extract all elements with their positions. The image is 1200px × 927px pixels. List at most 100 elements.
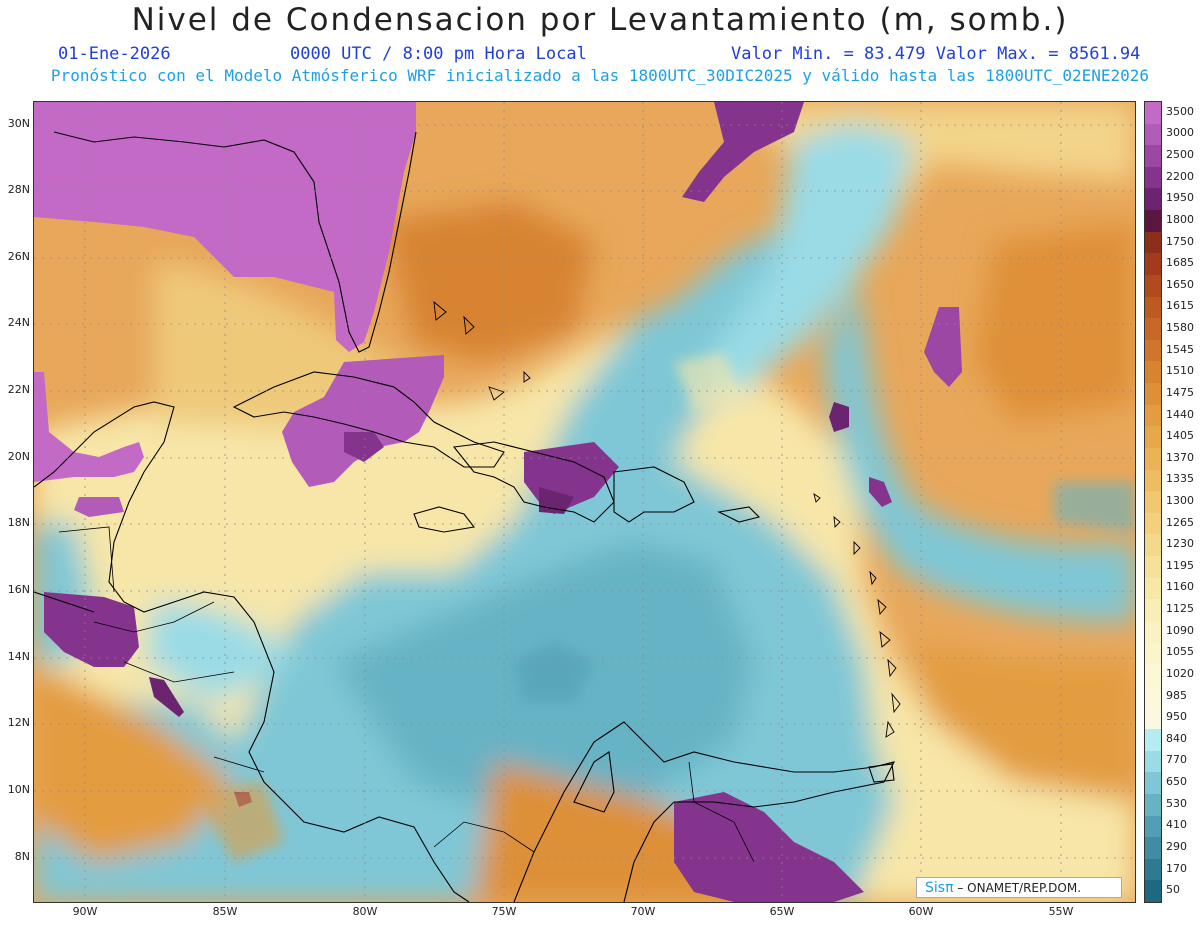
- credit-box: Sisπ – ONAMET/REP.DOM.: [916, 877, 1122, 898]
- colorbar-segment: [1145, 426, 1161, 449]
- colorbar-segment: [1145, 102, 1161, 125]
- colorbar-segment: [1145, 620, 1161, 644]
- colorbar-label: 1020: [1166, 666, 1194, 680]
- colorbar-label: 1265: [1166, 515, 1194, 529]
- colorbar-label: 1405: [1166, 429, 1194, 443]
- lon-label-90w: 90W: [72, 905, 98, 918]
- colorbar-label: 1685: [1166, 256, 1194, 270]
- island-arc: [433, 300, 901, 738]
- colorbar-label: 650: [1166, 775, 1187, 789]
- sispi-logo: Sisπ: [925, 880, 954, 896]
- colorbar-segment: [1145, 750, 1161, 773]
- colorbar-label: 950: [1166, 710, 1187, 724]
- lcl-map-panel: [33, 101, 1136, 903]
- colorbar-segment: [1145, 447, 1161, 471]
- lat-label-16n: 16N: [7, 583, 30, 596]
- shading-details: [194, 352, 1135, 862]
- colorbar-segment: [1145, 491, 1161, 514]
- colorbar-label: 1510: [1166, 364, 1194, 378]
- colorbar-label: 170: [1166, 861, 1187, 875]
- colorbar-segment: [1145, 599, 1161, 622]
- colorbar-segment: [1145, 383, 1161, 406]
- colorbar-label: 1440: [1166, 407, 1194, 421]
- colorbar-label: 770: [1166, 753, 1187, 767]
- colorbar-label: 1545: [1166, 342, 1194, 356]
- lcl-field-shading: [34, 102, 1135, 902]
- colorbar-label: 1090: [1166, 623, 1194, 637]
- colorbar-label: 1230: [1166, 537, 1194, 551]
- lon-label-80w: 80W: [352, 905, 378, 918]
- lat-label-14n: 14N: [7, 650, 30, 663]
- onamet-credit: – ONAMET/REP.DOM.: [957, 881, 1082, 895]
- colorbar-label: 1125: [1166, 602, 1194, 616]
- colorbar-segment: [1145, 318, 1161, 341]
- colorbar-segment: [1145, 188, 1161, 211]
- country-borders: [58, 526, 755, 863]
- colorbar-segment: [1145, 685, 1161, 708]
- colorbar-label: 1055: [1166, 645, 1194, 659]
- colorbar-segment: [1145, 274, 1161, 298]
- latlon-grid: [34, 102, 1135, 902]
- colorbar-segment: [1145, 404, 1161, 427]
- min-max-values: Valor Min. = 83.479 Valor Max. = 8561.94: [731, 44, 1141, 64]
- colorbar-segment: [1145, 772, 1161, 795]
- colorbar-segment: [1145, 534, 1161, 557]
- colorbar-segment: [1145, 231, 1161, 254]
- map-title: Nivel de Condensacion por Levantamiento …: [131, 2, 1069, 38]
- colorbar-segment: [1145, 296, 1161, 319]
- lat-label-10n: 10N: [7, 783, 30, 796]
- colorbar-segment: [1145, 664, 1161, 687]
- colorbar-segment: [1145, 729, 1161, 752]
- colorbar-segment: [1145, 556, 1161, 579]
- forecast-time: 0000 UTC / 8:00 pm Hora Local: [290, 44, 587, 64]
- lat-label-30n: 30N: [7, 117, 30, 130]
- colorbar-segment: [1145, 707, 1161, 730]
- colorbar-segment: [1145, 253, 1161, 276]
- colorbar-label: 1195: [1166, 558, 1194, 572]
- colorbar-label: 1615: [1166, 299, 1194, 313]
- colorbar-segment: [1145, 361, 1161, 384]
- colorbar-label: 985: [1166, 688, 1187, 702]
- colorbar-label: 1160: [1166, 580, 1194, 594]
- lat-label-22n: 22N: [7, 383, 30, 396]
- lat-label-20n: 20N: [7, 450, 30, 463]
- lon-label-55w: 55W: [1048, 905, 1074, 918]
- colorbar-segment: [1145, 512, 1161, 535]
- colorbar-label: 1750: [1166, 234, 1194, 248]
- colorbar-label: 1370: [1166, 450, 1194, 464]
- colorbar-label: 1950: [1166, 191, 1194, 205]
- colorbar-segment: [1145, 642, 1161, 665]
- lat-label-8n: 8N: [14, 850, 30, 863]
- model-subtitle: Pronóstico con el Modelo Atmósferico WRF…: [50, 66, 1150, 85]
- colorbar-segment: [1145, 793, 1161, 816]
- colorbar-label: 3000: [1166, 126, 1194, 140]
- colorbar-label: 50: [1166, 883, 1180, 897]
- lon-label-60w: 60W: [908, 905, 934, 918]
- colorbar-label: 2500: [1166, 148, 1194, 162]
- lat-label-26n: 26N: [7, 250, 30, 263]
- colorbar-segment: [1145, 210, 1161, 233]
- colorbar: [1144, 101, 1162, 903]
- colorbar-label: 840: [1166, 731, 1187, 745]
- colorbar-segment: [1145, 858, 1161, 881]
- colorbar-label: 1335: [1166, 472, 1194, 486]
- colorbar-segment: [1145, 469, 1161, 492]
- colorbar-label: 1300: [1166, 494, 1194, 507]
- lon-label-70w: 70W: [630, 905, 656, 918]
- colorbar-label: 1650: [1166, 277, 1194, 291]
- colorbar-label: 290: [1166, 839, 1187, 853]
- colorbar-segment: [1145, 123, 1161, 146]
- colorbar-label: 1580: [1166, 321, 1194, 335]
- lon-label-75w: 75W: [491, 905, 517, 918]
- colorbar-segment: [1145, 339, 1161, 362]
- colorbar-segment: [1145, 837, 1161, 860]
- colorbar-segment: [1145, 577, 1161, 600]
- lat-label-24n: 24N: [7, 316, 30, 329]
- lon-label-65w: 65W: [769, 905, 795, 918]
- lat-label-12n: 12N: [7, 716, 30, 729]
- high-lcl-areas: [34, 102, 962, 902]
- colorbar-label: 2200: [1166, 169, 1194, 183]
- colorbar-segment: [1145, 880, 1161, 903]
- lon-label-85w: 85W: [212, 905, 238, 918]
- lat-label-18n: 18N: [7, 516, 30, 529]
